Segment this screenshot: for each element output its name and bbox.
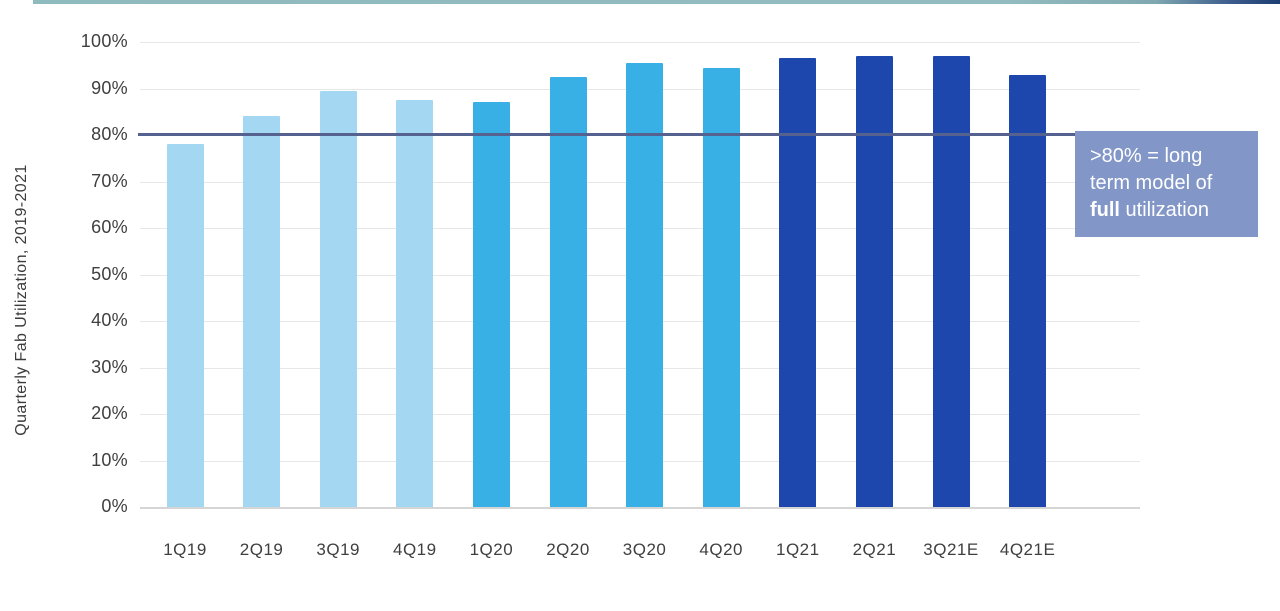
gridline-0	[140, 507, 1140, 509]
x-tick-label-4Q19: 4Q19	[393, 540, 437, 559]
y-tick-label-90: 90%	[91, 77, 128, 98]
x-tick-label-1Q21: 1Q21	[776, 540, 820, 559]
bar-1Q20	[472, 102, 510, 507]
y-tick-label-40: 40%	[91, 310, 128, 330]
bar-4Q20	[702, 67, 740, 507]
annotation-line-3: full utilization	[1090, 197, 1248, 224]
y-axis-title: Quarterly Fab Utilization, 2019-2021	[13, 164, 30, 436]
bar-3Q21E	[932, 55, 970, 507]
x-tick-label-1Q19: 1Q19	[163, 540, 207, 559]
x-tick-label-4Q21E: 4Q21E	[999, 540, 1056, 559]
x-tick-label-3Q21E: 3Q21E	[923, 540, 979, 559]
x-tick-label-2Q19: 2Q19	[239, 540, 284, 559]
x-tick-label-2Q20: 2Q20	[546, 540, 590, 559]
x-tick-label-3Q19: 3Q19	[316, 540, 360, 559]
gridline-100	[140, 42, 1140, 43]
bar-1Q19	[166, 144, 204, 507]
y-tick-label-50: 50%	[91, 263, 128, 284]
bar-3Q19	[319, 90, 357, 507]
bar-2Q19	[243, 116, 281, 507]
annotation-line-2: term model of	[1090, 172, 1213, 194]
y-tick-label-0: 0%	[101, 496, 128, 516]
annotation-bold-word: full	[1090, 199, 1120, 221]
bar-3Q20	[626, 62, 664, 507]
y-tick-label-30: 30%	[91, 356, 128, 377]
x-tick-label-2Q21: 2Q21	[852, 540, 897, 559]
annotation-line-1: >80% = long	[1090, 145, 1203, 167]
bar-1Q21	[779, 58, 817, 507]
bar-4Q19	[396, 100, 434, 507]
x-tick-label-4Q20: 4Q20	[699, 540, 743, 559]
y-tick-label-10: 10%	[91, 449, 128, 470]
bar-4Q21E	[1009, 74, 1047, 507]
bar-2Q21	[855, 55, 893, 507]
y-tick-label-20: 20%	[91, 403, 128, 423]
x-tick-label-1Q20: 1Q20	[469, 540, 514, 559]
y-tick-label-80: 80%	[91, 124, 128, 144]
y-tick-label-100: 100%	[80, 31, 128, 51]
top-divider-rule	[33, 0, 1280, 4]
annotation-line-3-rest: utilization	[1120, 199, 1209, 221]
reference-line-80pct	[138, 133, 1077, 136]
y-tick-label-60: 60%	[91, 217, 128, 237]
bar-2Q20	[549, 76, 587, 507]
x-tick-label-3Q20: 3Q20	[622, 540, 667, 559]
annotation-callout: >80% = long term model of full utilizati…	[1075, 131, 1258, 237]
y-tick-label-70: 70%	[91, 170, 128, 191]
plot-area	[140, 42, 1140, 509]
